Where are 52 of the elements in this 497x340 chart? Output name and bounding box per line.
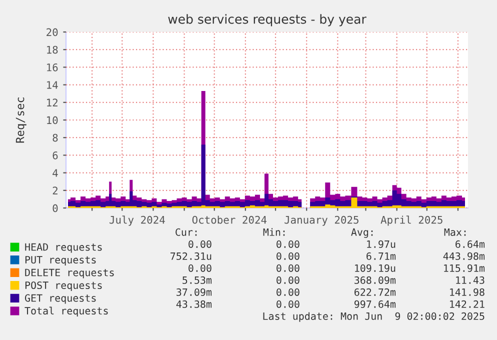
- legend-label: HEAD requests: [25, 243, 102, 253]
- text: 5.53m: [182, 276, 212, 284]
- y-tick-label: 20: [46, 28, 58, 36]
- text: 0.00: [276, 300, 300, 308]
- text: 43.38m: [176, 300, 212, 308]
- text: 142.21: [450, 300, 484, 308]
- text: Last update: Mon Jun 9 02:00:02 2025: [263, 312, 484, 322]
- text: 37.09m: [176, 288, 212, 296]
- legend-label: PUT requests: [25, 256, 96, 266]
- text: 443.98m: [443, 252, 485, 260]
- y-axis-title: Req/sec: [16, 98, 26, 143]
- x-tick-label: January 2025: [284, 216, 358, 226]
- text: Cur:: [176, 228, 197, 236]
- y-tick-label: 4: [52, 169, 58, 177]
- y-tick-label: 8: [52, 134, 58, 142]
- text: 6.64m: [456, 240, 485, 248]
- text: Avg:: [351, 228, 373, 238]
- y-tick-label: 2: [52, 186, 58, 194]
- text: 752.31u: [170, 252, 212, 260]
- text: 0.00: [276, 240, 300, 248]
- text: 622.72m: [354, 288, 396, 296]
- y-tick-label: 10: [47, 116, 58, 124]
- text: 1.97u: [367, 240, 396, 248]
- text: 0.00: [276, 252, 300, 260]
- text: 6.71m: [366, 252, 396, 260]
- chart-title: web services requests - by year: [168, 14, 366, 26]
- y-tick-label: 18: [47, 46, 58, 54]
- y-tick-label: 0: [52, 204, 58, 212]
- legend-label: Total requests: [24, 306, 108, 317]
- x-tick-label: April 2025: [380, 216, 442, 226]
- legend-label: DELETE requests: [25, 268, 114, 278]
- text: 109.19u: [355, 264, 396, 272]
- text: Min:: [263, 228, 285, 236]
- legend-label: GET requests: [25, 294, 96, 304]
- text: 368.09m: [354, 276, 396, 284]
- y-tick-label: 6: [52, 151, 58, 160]
- text: Max:: [444, 228, 466, 236]
- text: 141.98: [450, 288, 484, 296]
- legend-label: POST requests: [25, 281, 102, 292]
- text: 0.00: [276, 276, 300, 284]
- y-tick-label: 14: [47, 81, 58, 89]
- text: 0.00: [188, 240, 212, 248]
- text: 115.91m: [444, 264, 485, 272]
- x-tick-label: July 2024: [110, 216, 165, 226]
- text: 0.00: [188, 264, 212, 272]
- y-tick-label: 12: [47, 98, 58, 106]
- x-tick-label: October 2024: [192, 216, 267, 224]
- text: 11.43: [456, 276, 484, 284]
- text: 0.00: [276, 288, 300, 296]
- text: 0.00: [276, 264, 300, 272]
- text: 997.64m: [354, 300, 396, 308]
- y-tick-label: 16: [47, 63, 58, 72]
